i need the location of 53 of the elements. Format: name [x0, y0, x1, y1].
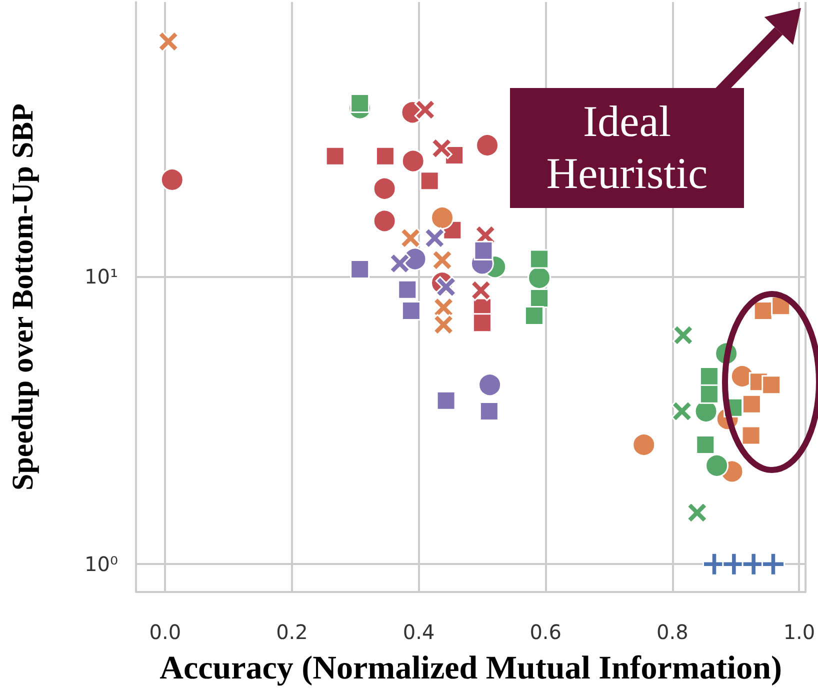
point — [762, 375, 782, 395]
point — [400, 227, 422, 249]
point — [435, 276, 457, 298]
point — [436, 390, 456, 410]
point — [530, 249, 550, 269]
point — [479, 402, 499, 421]
x-tick-label: 0.6 — [530, 620, 562, 644]
point — [325, 146, 345, 166]
point — [470, 280, 492, 302]
x-tick-label: 0.4 — [402, 620, 435, 644]
point — [672, 324, 694, 346]
point — [699, 366, 719, 386]
point — [761, 552, 785, 576]
point — [401, 149, 425, 173]
point — [696, 435, 716, 455]
point — [472, 313, 492, 333]
point — [530, 288, 550, 308]
point — [742, 394, 762, 414]
point — [705, 454, 729, 478]
point — [478, 373, 502, 397]
y-tick-label: 10¹ — [84, 264, 118, 288]
point — [160, 168, 184, 192]
point — [398, 280, 418, 300]
point — [414, 98, 436, 120]
point — [420, 171, 440, 191]
point — [372, 209, 396, 233]
point — [375, 146, 395, 166]
annotation: Ideal Heuristic — [510, 88, 744, 208]
x-tick-label: 0.8 — [656, 620, 688, 644]
y-tick-label: 10⁰ — [84, 552, 118, 576]
point — [632, 433, 656, 457]
point — [753, 301, 773, 321]
point — [350, 259, 370, 279]
point — [699, 384, 719, 404]
point — [476, 133, 500, 157]
point — [350, 94, 370, 114]
x-tick-label: 0.2 — [276, 620, 308, 644]
point — [430, 138, 452, 160]
x-axis-title: Accuracy (Normalized Mutual Information) — [160, 650, 782, 686]
point — [158, 30, 180, 52]
point — [741, 426, 761, 446]
y-axis-title: Speedup over Bottom-Up SBP — [6, 104, 40, 490]
point — [389, 252, 411, 274]
point — [372, 176, 396, 200]
point — [424, 227, 446, 249]
x-tick-label: 0.0 — [149, 620, 182, 644]
point — [430, 206, 454, 230]
point — [401, 301, 421, 321]
point — [432, 314, 454, 336]
x-tick-label: 1.0 — [783, 620, 816, 644]
point — [524, 306, 544, 326]
point — [671, 400, 693, 422]
point — [474, 240, 494, 260]
